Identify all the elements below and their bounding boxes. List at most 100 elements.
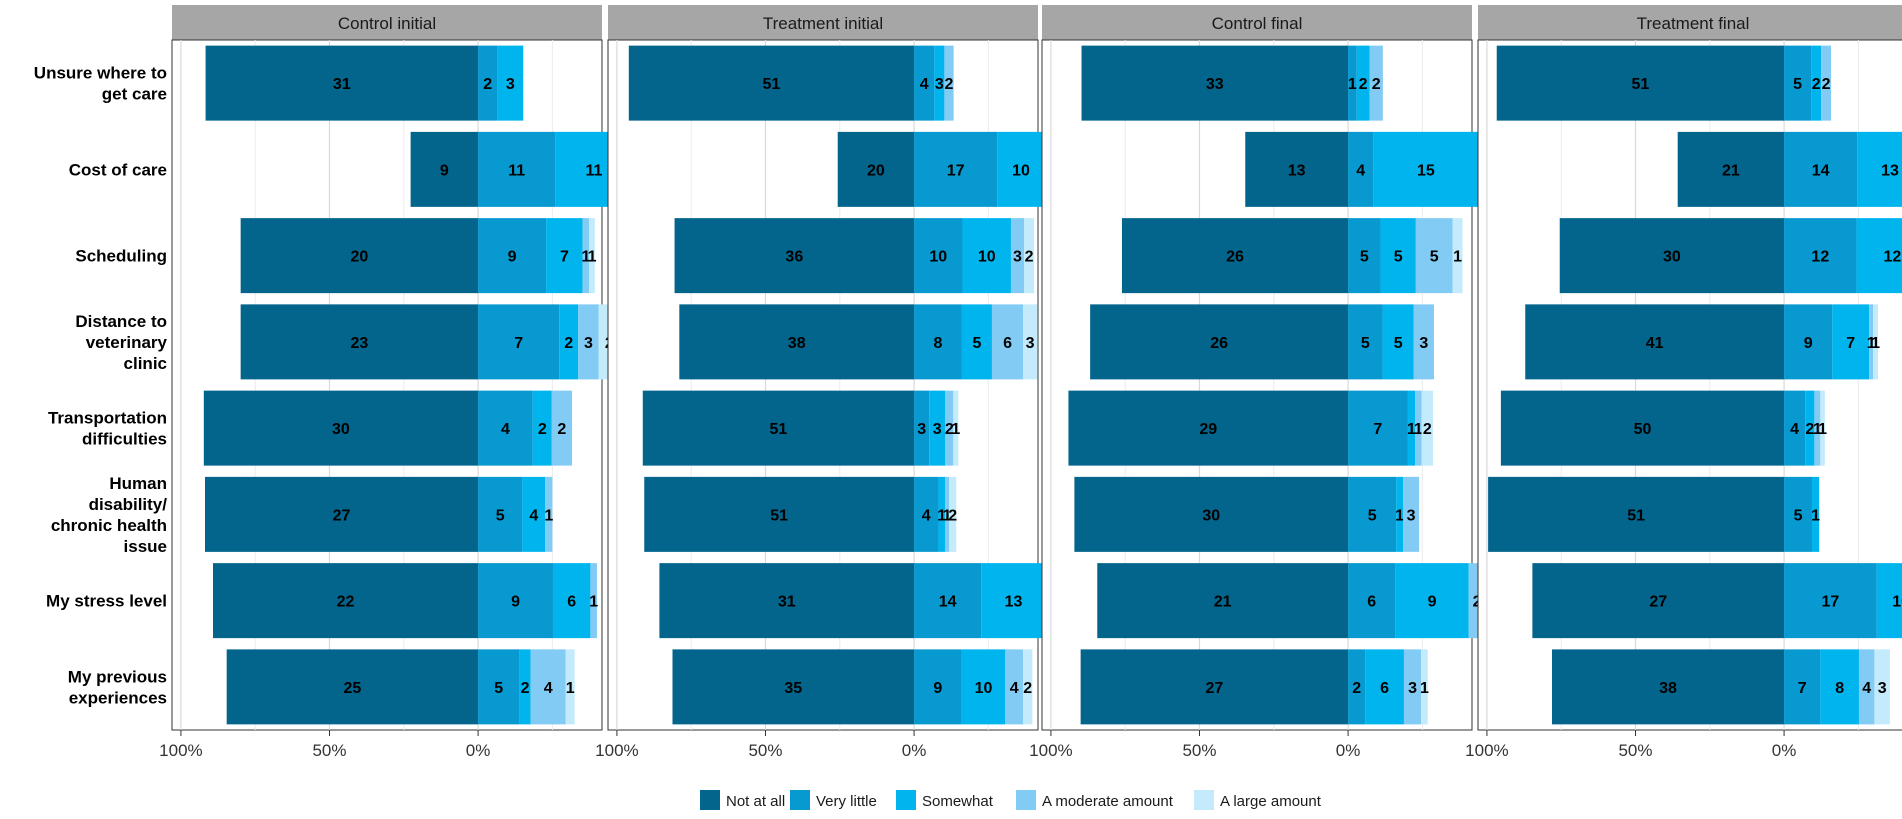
bar-segment (478, 218, 547, 294)
bar-segment (1074, 476, 1349, 552)
bar-count-label: 17 (947, 162, 965, 179)
bar-segment (1857, 131, 1902, 207)
bar-count-label: 13 (1005, 594, 1023, 611)
bar-segment (551, 390, 572, 466)
bar-segment (914, 563, 982, 639)
bar-count-label: 2 (1352, 680, 1361, 697)
bar-count-label: 11 (508, 162, 525, 179)
bar-count-label: 2 (1359, 76, 1368, 93)
bar-count-label: 1 (566, 680, 575, 697)
category-label: Cost of care (69, 160, 167, 179)
bar-count-label: 7 (1846, 335, 1855, 352)
bar-segment (1876, 563, 1902, 639)
bar-segment (1023, 649, 1033, 725)
panel-title: Control initial (338, 14, 436, 33)
bar-count-label: 3 (935, 76, 944, 93)
bar-segment (1856, 218, 1902, 294)
bar-count-label: 3 (506, 76, 515, 93)
bar-count-label: 1 (1414, 421, 1423, 438)
bar-segment (205, 45, 479, 121)
legend-swatch (896, 790, 916, 810)
bar-segment (519, 649, 531, 725)
bar-segment (478, 304, 560, 380)
bar-count-label: 21 (1214, 594, 1232, 611)
bar-count-label: 1 (1871, 335, 1880, 352)
bar-segment (552, 563, 591, 639)
bar-count-label: 26 (1210, 335, 1228, 352)
bar-segment (1348, 45, 1357, 121)
bar-count-label: 6 (567, 594, 576, 611)
legend-swatch (700, 790, 720, 810)
category-label: My previous (68, 667, 167, 686)
bar-segment (1832, 304, 1870, 380)
bar-segment (478, 45, 498, 121)
bar-count-label: 21 (1722, 162, 1740, 179)
bar-segment (1348, 476, 1397, 552)
bar-count-label: 17 (1822, 594, 1840, 611)
bar-segment (961, 649, 1006, 725)
bar-segment (1348, 131, 1374, 207)
bar-count-label: 3 (1026, 335, 1035, 352)
bar-count-label: 1 (1867, 335, 1876, 352)
bar-count-label: 5 (1361, 335, 1370, 352)
bar-segment (478, 131, 556, 207)
bar-segment (945, 390, 954, 466)
bar-segment (545, 476, 553, 552)
bar-segment (1121, 218, 1349, 294)
bar-segment (1677, 131, 1785, 207)
bar-segment (582, 218, 590, 294)
bar-segment (522, 476, 546, 552)
bar-segment (478, 390, 533, 466)
bar-segment (1784, 649, 1821, 725)
category-label: difficulties (82, 430, 167, 449)
bar-count-label: 1 (1407, 421, 1416, 438)
bar-count-label: 4 (922, 507, 931, 524)
x-tick-label: 50% (312, 741, 346, 760)
bar-count-label: 2 (521, 680, 530, 697)
legend-label: A moderate amount (1042, 793, 1174, 810)
bar-segment (1415, 218, 1453, 294)
bar-segment (1784, 131, 1858, 207)
bar-segment (1080, 649, 1349, 725)
bar-segment (929, 390, 946, 466)
bar-count-label: 1 (1813, 421, 1822, 438)
bar-count-label: 25 (343, 680, 361, 697)
bar-segment (1452, 218, 1463, 294)
bar-count-label: 5 (1394, 249, 1403, 266)
panel-title: Treatment initial (763, 14, 883, 33)
bar-count-label: 3 (1013, 249, 1022, 266)
bar-count-label: 5 (1368, 507, 1377, 524)
bar-count-label: 31 (778, 594, 796, 611)
category-label: veterinary (86, 333, 168, 352)
bar-count-label: 30 (1202, 507, 1220, 524)
bar-count-label: 51 (763, 76, 781, 93)
bar-segment (1396, 476, 1404, 552)
bar-segment (1090, 304, 1349, 380)
bar-count-label: 3 (1408, 680, 1417, 697)
bar-count-label: 51 (1627, 507, 1645, 524)
panel-strip (172, 5, 602, 40)
bar-count-label: 9 (933, 680, 942, 697)
bar-count-label: 4 (501, 421, 510, 438)
bar-segment (1784, 390, 1806, 466)
bar-segment (1024, 218, 1035, 294)
bar-count-label: 51 (1632, 76, 1650, 93)
bar-count-label: 1 (1811, 507, 1820, 524)
bar-count-label: 6 (1003, 335, 1012, 352)
bar-count-label: 20 (350, 249, 368, 266)
bar-segment (589, 218, 595, 294)
bar-segment (546, 218, 583, 294)
bar-count-label: 10 (975, 680, 993, 697)
bar-segment (914, 476, 939, 552)
bar-segment (1858, 649, 1875, 725)
legend-label: Somewhat (922, 793, 994, 810)
bar-segment (914, 649, 962, 725)
bar-segment (226, 649, 479, 725)
bar-segment (1369, 45, 1383, 121)
bar-count-label: 2 (1822, 76, 1831, 93)
bar-count-label: 2 (945, 421, 954, 438)
bar-segment (679, 304, 915, 380)
x-tick-label: 100% (159, 741, 202, 760)
bar-segment (1820, 649, 1859, 725)
bar-segment (530, 649, 566, 725)
